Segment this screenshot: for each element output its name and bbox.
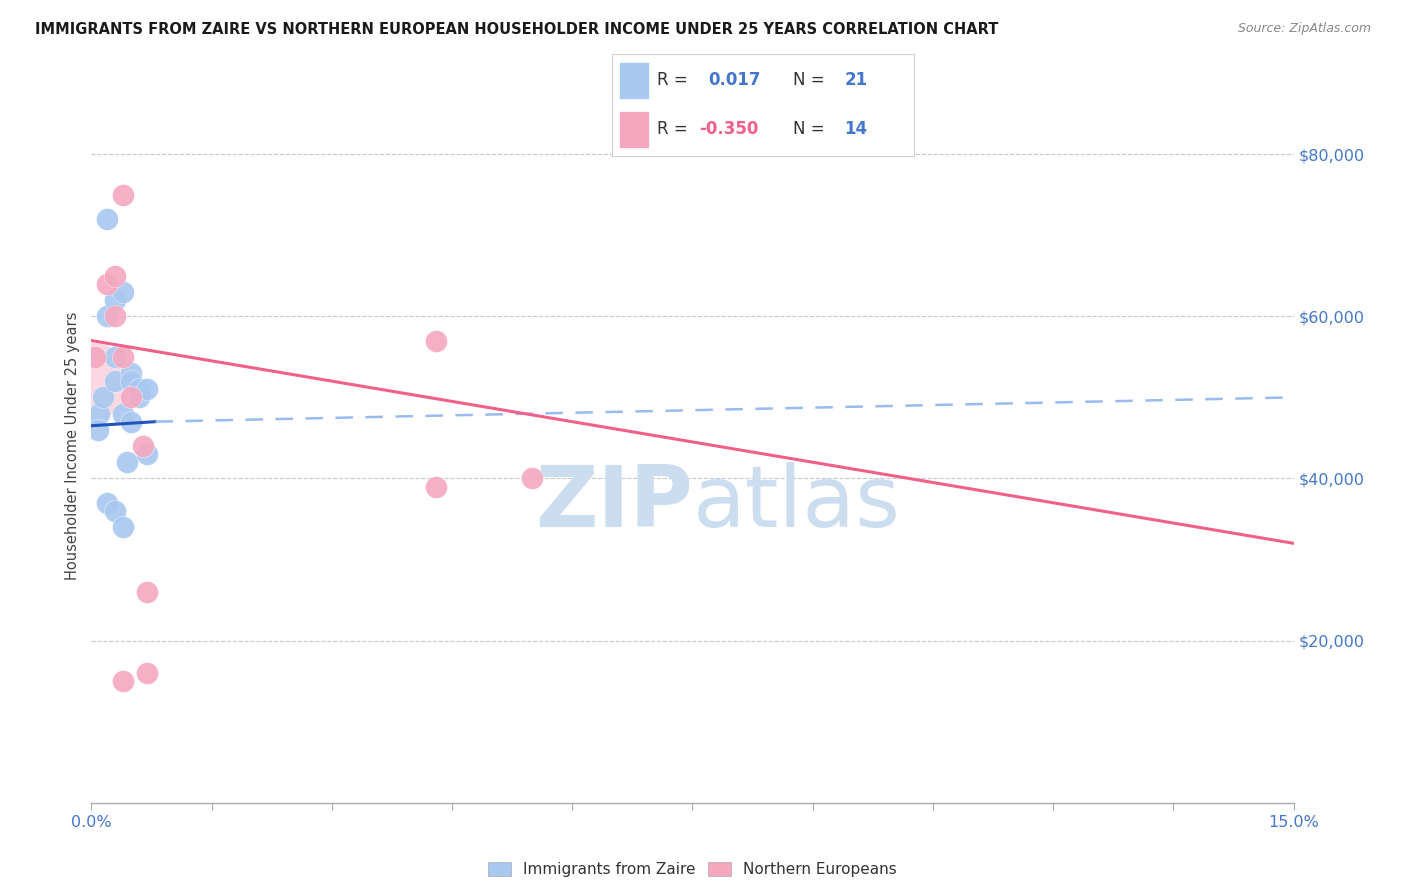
Text: R =: R = — [657, 71, 693, 89]
Legend: Immigrants from Zaire, Northern Europeans: Immigrants from Zaire, Northern European… — [488, 863, 897, 877]
Point — [425, 479, 447, 493]
Point — [112, 520, 135, 534]
Y-axis label: Householder Income Under 25 years: Householder Income Under 25 years — [65, 312, 80, 580]
Point — [117, 455, 139, 469]
Bar — [619, 111, 650, 148]
Point — [112, 187, 135, 202]
Point — [104, 268, 127, 283]
Point — [104, 310, 127, 324]
Text: ZIP: ZIP — [534, 461, 692, 545]
Text: 14: 14 — [845, 120, 868, 138]
Point — [128, 382, 150, 396]
Point — [104, 293, 127, 307]
Point — [121, 415, 143, 429]
Point — [112, 407, 135, 421]
Point — [121, 374, 143, 388]
Point — [136, 585, 159, 599]
Point — [136, 666, 159, 681]
Point — [425, 334, 447, 348]
Point — [96, 310, 118, 324]
Bar — [619, 62, 650, 99]
Point — [121, 366, 143, 380]
Point — [87, 423, 110, 437]
Point — [112, 350, 135, 364]
Point — [136, 447, 159, 461]
Point — [84, 350, 107, 364]
Point — [104, 374, 127, 388]
Text: N =: N = — [793, 120, 830, 138]
Point — [128, 390, 150, 404]
Text: 0.017: 0.017 — [709, 71, 761, 89]
Point — [93, 390, 115, 404]
Text: R =: R = — [657, 120, 693, 138]
Point — [121, 390, 143, 404]
Text: N =: N = — [793, 71, 830, 89]
Text: Source: ZipAtlas.com: Source: ZipAtlas.com — [1237, 22, 1371, 36]
Point — [132, 439, 155, 453]
Point — [522, 471, 544, 485]
Point — [89, 407, 111, 421]
Text: 21: 21 — [845, 71, 868, 89]
Point — [136, 382, 159, 396]
Text: atlas: atlas — [692, 461, 900, 545]
Point — [96, 496, 118, 510]
Point — [104, 350, 127, 364]
Point — [83, 374, 105, 388]
Point — [104, 504, 127, 518]
Point — [96, 211, 118, 226]
Point — [96, 277, 118, 291]
Text: IMMIGRANTS FROM ZAIRE VS NORTHERN EUROPEAN HOUSEHOLDER INCOME UNDER 25 YEARS COR: IMMIGRANTS FROM ZAIRE VS NORTHERN EUROPE… — [35, 22, 998, 37]
Point — [112, 285, 135, 299]
Text: -0.350: -0.350 — [699, 120, 759, 138]
Point — [112, 674, 135, 689]
